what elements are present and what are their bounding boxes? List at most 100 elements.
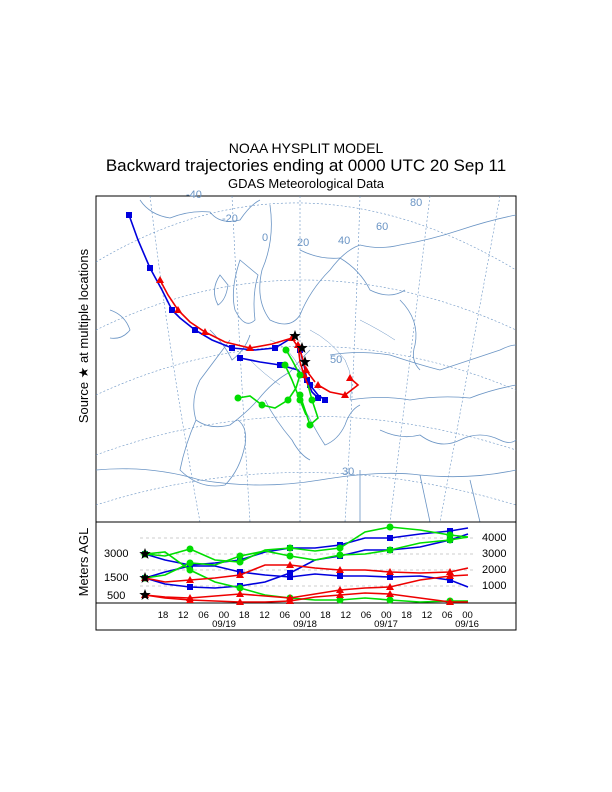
lon-label: 80 [410, 197, 422, 209]
trajectory-marker [386, 590, 394, 597]
profile-trajectories [139, 523, 469, 605]
date-label: 09/19 [212, 619, 236, 630]
trajectory-marker [336, 551, 344, 559]
trajectory-marker [236, 571, 244, 578]
hour-tick: 12 [178, 610, 189, 621]
coastlines [95, 199, 517, 523]
hour-tick: 00 [462, 610, 473, 621]
trajectory-marker [336, 566, 344, 573]
trajectory-title: Backward trajectories ending at 0000 UTC… [105, 156, 507, 175]
source-height-label: 500 [107, 590, 125, 602]
graticule-labels: -40 -20 0 20 40 60 80 50 30 [186, 189, 422, 478]
hour-ticks: 18 12 06 00 18 12 06 00 18 12 06 00 18 12 06 00 [158, 610, 473, 621]
lon-label: 60 [376, 221, 388, 233]
height-tick: 1000 [482, 580, 506, 592]
height-tick: 3000 [482, 548, 506, 560]
profile-frame [95, 521, 517, 631]
trajectory-marker [296, 371, 304, 379]
trajectory-line [284, 364, 307, 416]
trajectory-marker [147, 265, 153, 271]
trajectory-marker [126, 212, 132, 218]
trajectory-marker [446, 568, 454, 575]
lat-label: 30 [342, 466, 354, 478]
hour-tick: 12 [422, 610, 433, 621]
source-height-label: 1500 [104, 572, 128, 584]
trajectory-marker [282, 346, 290, 354]
trajectory-marker [186, 596, 194, 603]
trajectory-marker [386, 583, 394, 590]
trajectory-line [144, 527, 469, 566]
trajectory-marker [304, 377, 310, 383]
hour-tick: 00 [219, 610, 230, 621]
trajectory-marker [201, 328, 209, 335]
trajectory-marker [386, 568, 394, 575]
met-data-title: GDAS Meteorological Data [227, 176, 385, 191]
lon-label: -40 [186, 189, 202, 201]
source-height-label: 3000 [104, 548, 128, 560]
trajectory-marker [169, 307, 175, 313]
lon-label: 40 [338, 235, 350, 247]
trajectory-marker [237, 355, 243, 361]
trajectory-marker [174, 306, 182, 313]
trajectory-marker [386, 546, 394, 554]
trajectory-marker [341, 391, 349, 398]
trajectory-marker [336, 591, 344, 598]
trajectory-marker [387, 574, 393, 580]
source-star-icon [139, 572, 151, 583]
trajectory-line [144, 592, 468, 603]
map-background [95, 195, 517, 523]
lon-label: 0 [262, 232, 268, 244]
trajectory-marker [281, 361, 289, 369]
trajectory-marker [336, 586, 344, 593]
trajectory-marker [307, 382, 313, 388]
right-height-ticks: 4000 3000 2000 1000 [482, 532, 506, 592]
trajectory-marker [288, 334, 296, 341]
date-label: 09/17 [374, 619, 398, 630]
trajectory-marker [386, 596, 394, 604]
trajectory-marker [447, 577, 453, 583]
trajectory-line [144, 536, 469, 579]
trajectory-marker [186, 576, 194, 583]
source-star-icon [139, 589, 151, 600]
hour-tick: 18 [239, 610, 250, 621]
hour-tick: 12 [259, 610, 270, 621]
trajectory-marker [446, 598, 454, 605]
trajectory-marker [286, 552, 294, 560]
trajectory-marker [236, 590, 244, 597]
hour-tick: 12 [340, 610, 351, 621]
model-title: NOAA HYSPLIT MODEL [228, 140, 384, 156]
trajectory-line [159, 279, 316, 383]
graticule [95, 195, 517, 523]
profile-gridlines [140, 537, 475, 587]
trajectory-marker [236, 558, 244, 566]
hour-tick: 06 [198, 610, 209, 621]
trajectory-marker [186, 559, 194, 567]
trajectory-marker [315, 395, 321, 401]
trajectory-marker [192, 327, 198, 333]
hour-tick: 06 [361, 610, 372, 621]
trajectory-marker [236, 552, 244, 560]
trajectory-marker [308, 396, 316, 404]
lat-label: 50 [330, 354, 342, 366]
trajectory-line [128, 214, 296, 351]
date-labels: 09/19 09/18 09/17 09/16 [212, 619, 479, 630]
trajectory-marker [287, 570, 293, 576]
trajectory-marker [322, 397, 328, 403]
trajectory-line [144, 574, 469, 599]
hour-tick: 18 [158, 610, 169, 621]
trajectory-marker [287, 574, 293, 580]
source-star-icon [299, 356, 311, 367]
trajectory-marker [446, 572, 454, 579]
trajectory-marker [387, 535, 393, 541]
trajectory-marker [186, 545, 194, 553]
trajectory-line [144, 551, 468, 603]
source-star-icon [296, 342, 308, 353]
trajectory-marker [277, 362, 283, 368]
profile-ylabel: Meters AGL [76, 528, 91, 597]
trajectory-marker [314, 381, 322, 388]
trajectory-marker [272, 345, 278, 351]
trajectory-marker [336, 544, 344, 552]
source-axis-label: Source ★ at multiple locations [76, 248, 91, 423]
trajectory-marker [236, 584, 244, 592]
